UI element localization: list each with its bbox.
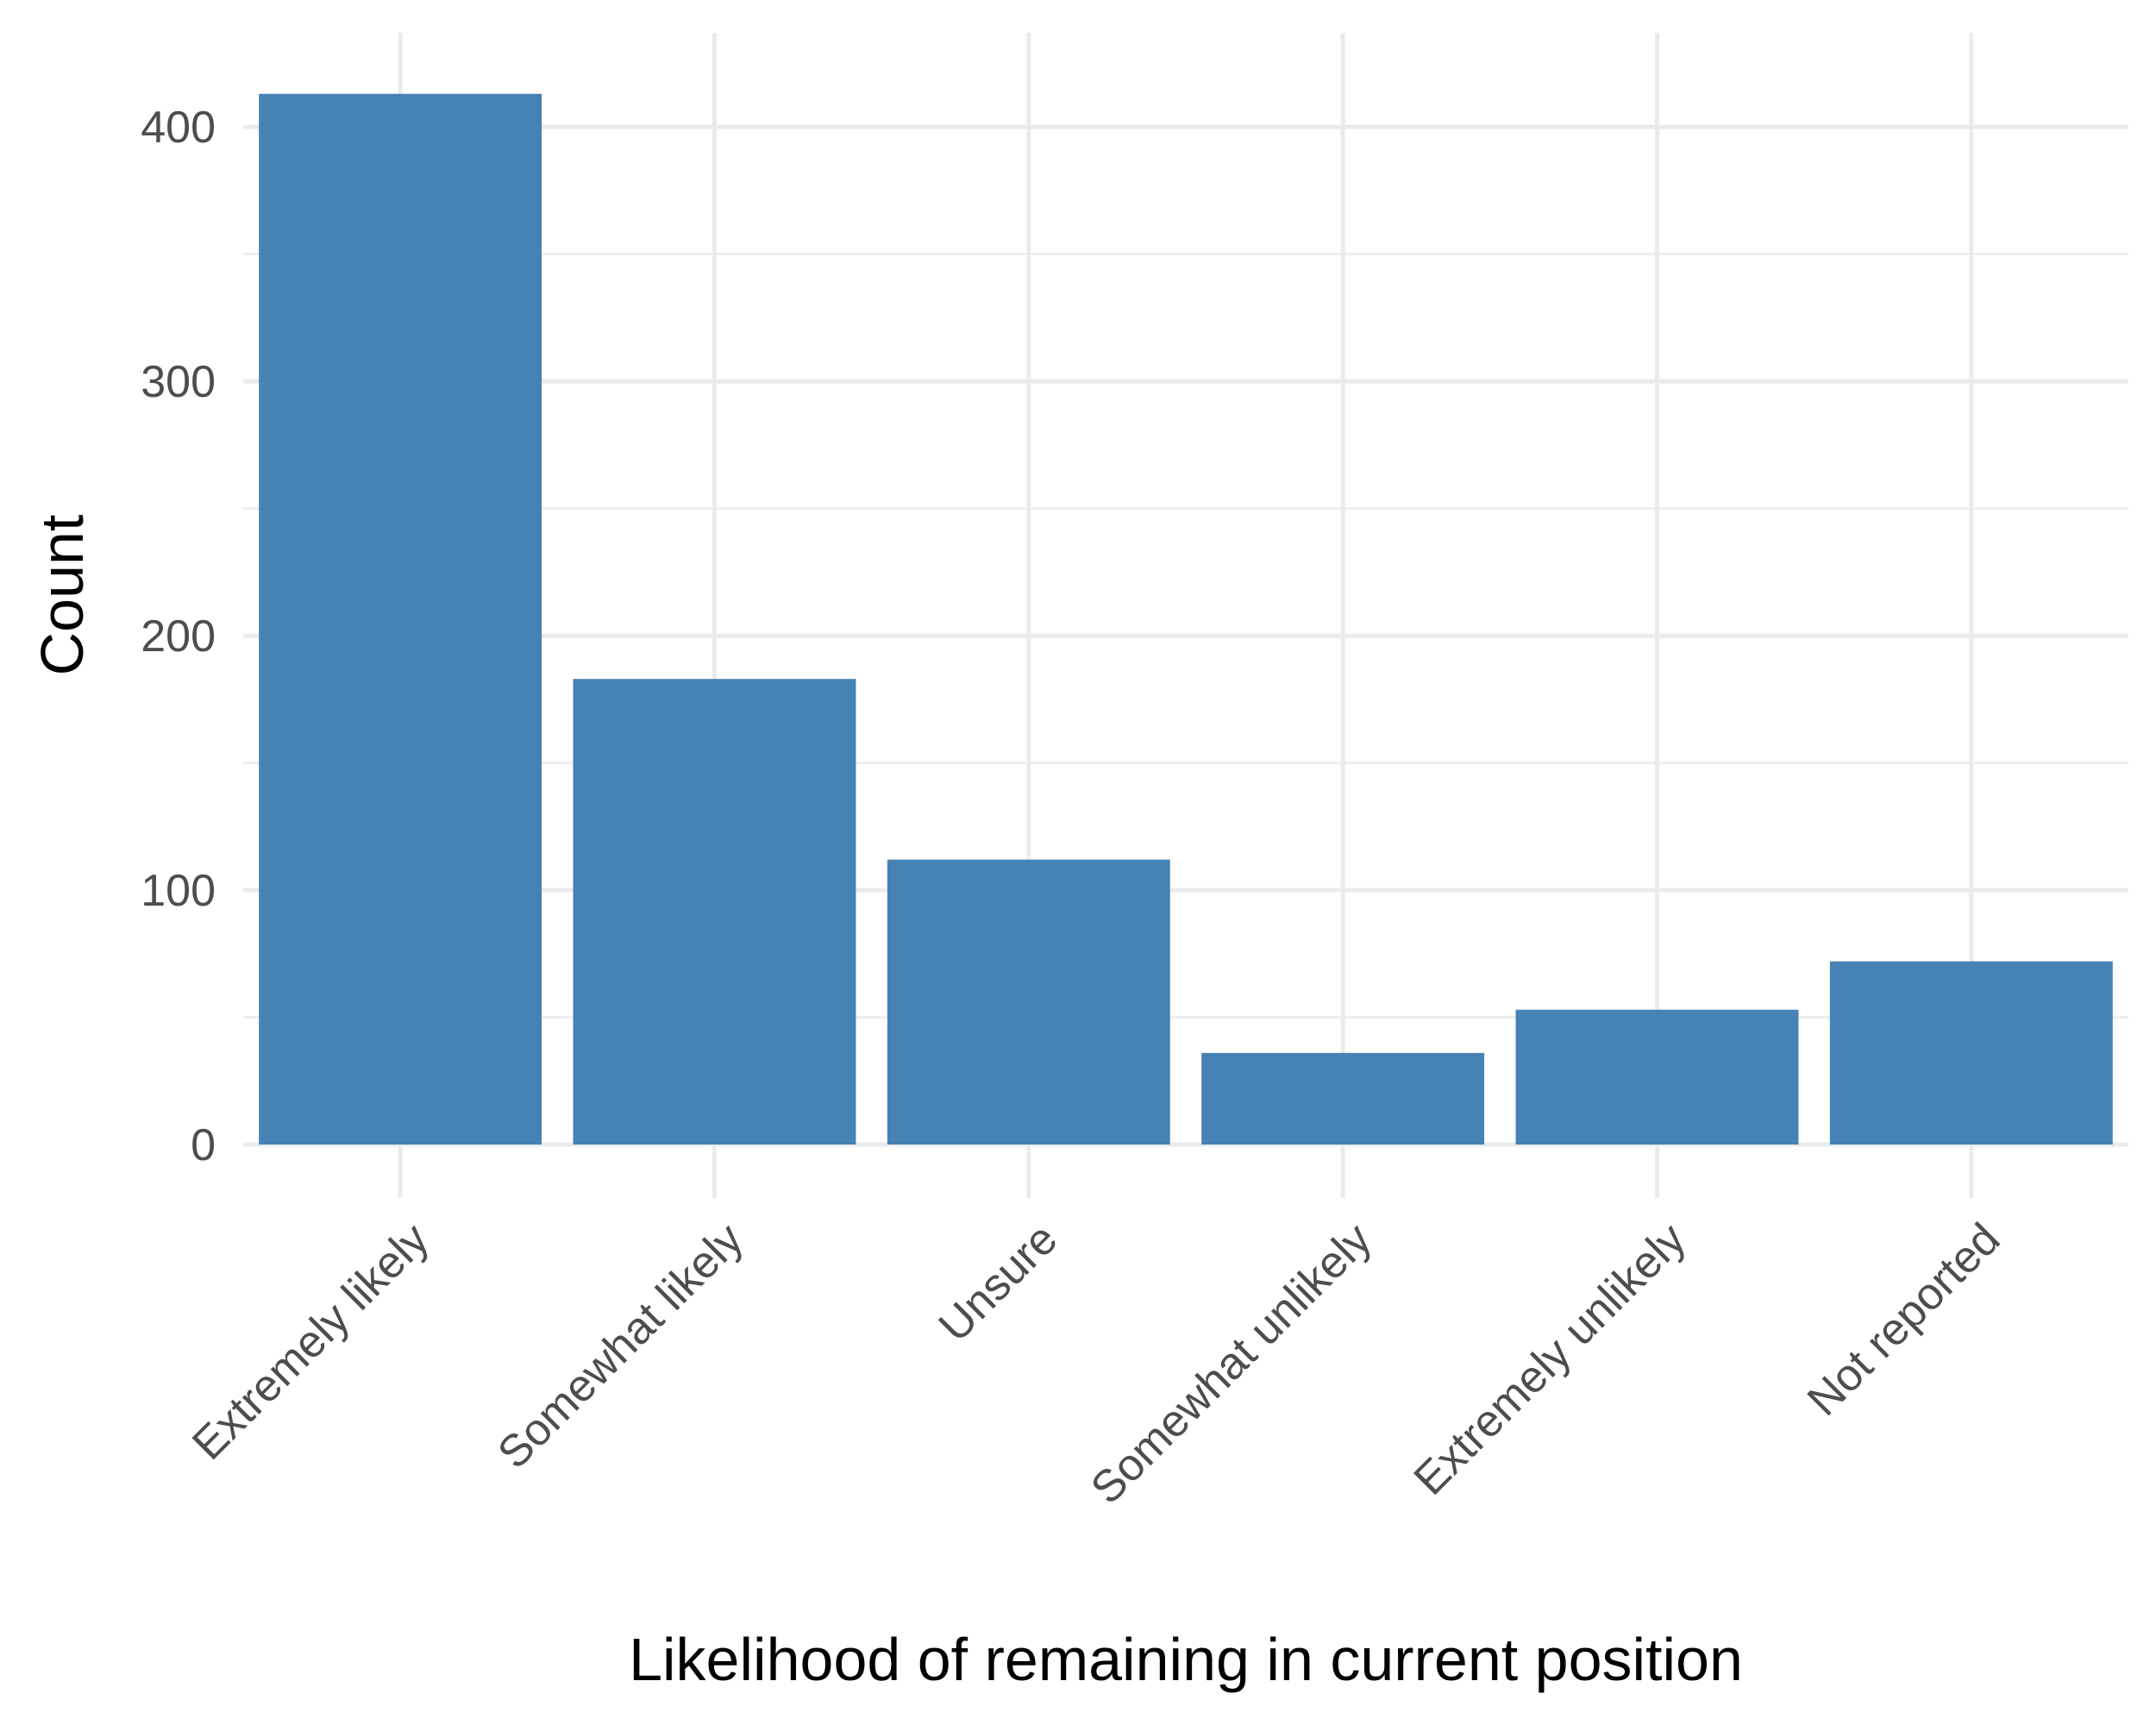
y-tick-label: 0 xyxy=(191,1120,216,1170)
bars xyxy=(259,93,2113,1145)
x-tick-label: Unsure xyxy=(930,1214,1068,1352)
bar xyxy=(573,679,856,1145)
x-axis-title: Likelihood of remaining in current posit… xyxy=(629,1626,1743,1693)
x-tick-label: Somewhat unlikely xyxy=(1081,1214,1382,1514)
bar xyxy=(887,859,1170,1145)
y-tick-label: 300 xyxy=(141,357,216,407)
y-axis-title: Count xyxy=(28,515,96,676)
bar xyxy=(259,93,542,1145)
y-tick-label: 100 xyxy=(141,866,216,916)
bar xyxy=(1515,1009,1799,1145)
y-tick-label: 400 xyxy=(141,103,216,153)
x-tick-label: Extremely unlikely xyxy=(1405,1214,1695,1504)
bar xyxy=(1201,1052,1485,1145)
y-tick-labels: 0 100 200 300 400 xyxy=(141,103,216,1170)
x-tick-label: Somewhat likely xyxy=(488,1214,753,1478)
y-tick-label: 200 xyxy=(141,612,216,662)
x-tick-labels: Extremely likely Somewhat likely Unsure Som… xyxy=(183,1214,2009,1514)
x-tick-label: Extremely likely xyxy=(183,1214,438,1469)
grid-lines xyxy=(243,33,2128,1198)
bar xyxy=(1829,961,2113,1145)
x-tick-label: Not reported xyxy=(1798,1214,2009,1425)
